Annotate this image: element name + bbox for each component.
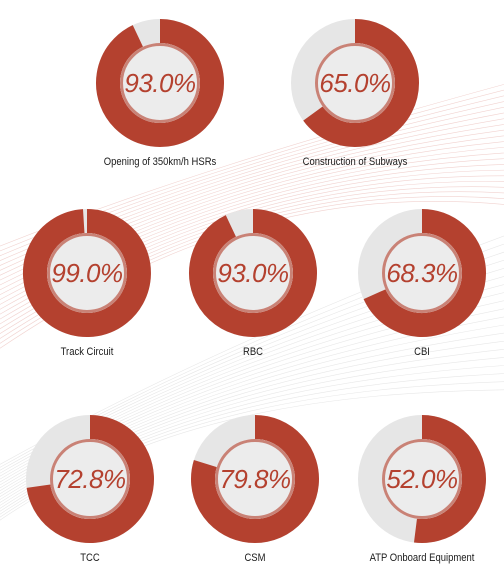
donut-value-arc	[26, 415, 154, 543]
donut-category-label: Construction of Subways	[302, 156, 408, 168]
donut-inner-disc	[47, 233, 127, 313]
donut-category-label: TCC	[80, 552, 100, 564]
donut-inner-ring	[47, 233, 127, 313]
donut-inner-disc	[382, 439, 462, 519]
donut-value-arc	[363, 209, 486, 337]
donut-category-label: ATP Onboard Equipment	[369, 552, 475, 564]
donut-inner-disc	[382, 233, 462, 313]
donut-inner-ring	[213, 233, 293, 313]
donut-inner-ring	[382, 439, 462, 519]
donut-inner-disc	[213, 233, 293, 313]
donut-construction-of-subways: 65.0%	[289, 17, 421, 149]
donut-category-label: CSM	[244, 552, 266, 564]
donut-value-arc	[96, 19, 224, 147]
donut-inner-ring	[315, 43, 395, 123]
donut-value-label: 65.0%	[319, 67, 391, 98]
donut-inner-ring	[382, 233, 462, 313]
donut-value-label: 72.8%	[54, 463, 126, 494]
donut-value-arc	[413, 415, 486, 543]
donut-value-label: 93.0%	[217, 257, 289, 288]
donut-value-arc	[189, 209, 317, 337]
donut-value-label: 79.8%	[219, 463, 291, 494]
donut-category-label: RBC	[243, 346, 263, 358]
donut-category-label: CBI	[414, 346, 430, 358]
donut-opening-350kmh-hsrs: 93.0%	[94, 17, 226, 149]
donut-inner-ring	[215, 439, 295, 519]
donut-rbc: 93.0%	[187, 207, 319, 339]
donut-inner-disc	[120, 43, 200, 123]
donut-inner-ring	[50, 439, 130, 519]
donut-value-label: 52.0%	[386, 463, 458, 494]
donut-value-arc	[303, 19, 419, 147]
donut-tcc: 72.8%	[24, 413, 156, 545]
donut-inner-ring	[120, 43, 200, 123]
donut-inner-disc	[215, 439, 295, 519]
donut-value-label: 68.3%	[386, 257, 458, 288]
donut-atp-onboard-equipment: 52.0%	[356, 413, 488, 545]
donut-track-circuit: 99.0%	[21, 207, 153, 339]
donut-inner-disc	[50, 439, 130, 519]
donut-value-arc	[22, 209, 151, 337]
donut-value-label: 99.0%	[51, 257, 123, 288]
donut-value-label: 93.0%	[124, 67, 196, 98]
donut-value-arc	[191, 415, 319, 543]
donut-csm: 79.8%	[189, 413, 321, 545]
donut-category-label: Opening of 350km/h HSRs	[103, 156, 217, 168]
donut-cbi: 68.3%	[356, 207, 488, 339]
donut-category-label: Track Circuit	[60, 346, 114, 358]
donut-inner-disc	[315, 43, 395, 123]
